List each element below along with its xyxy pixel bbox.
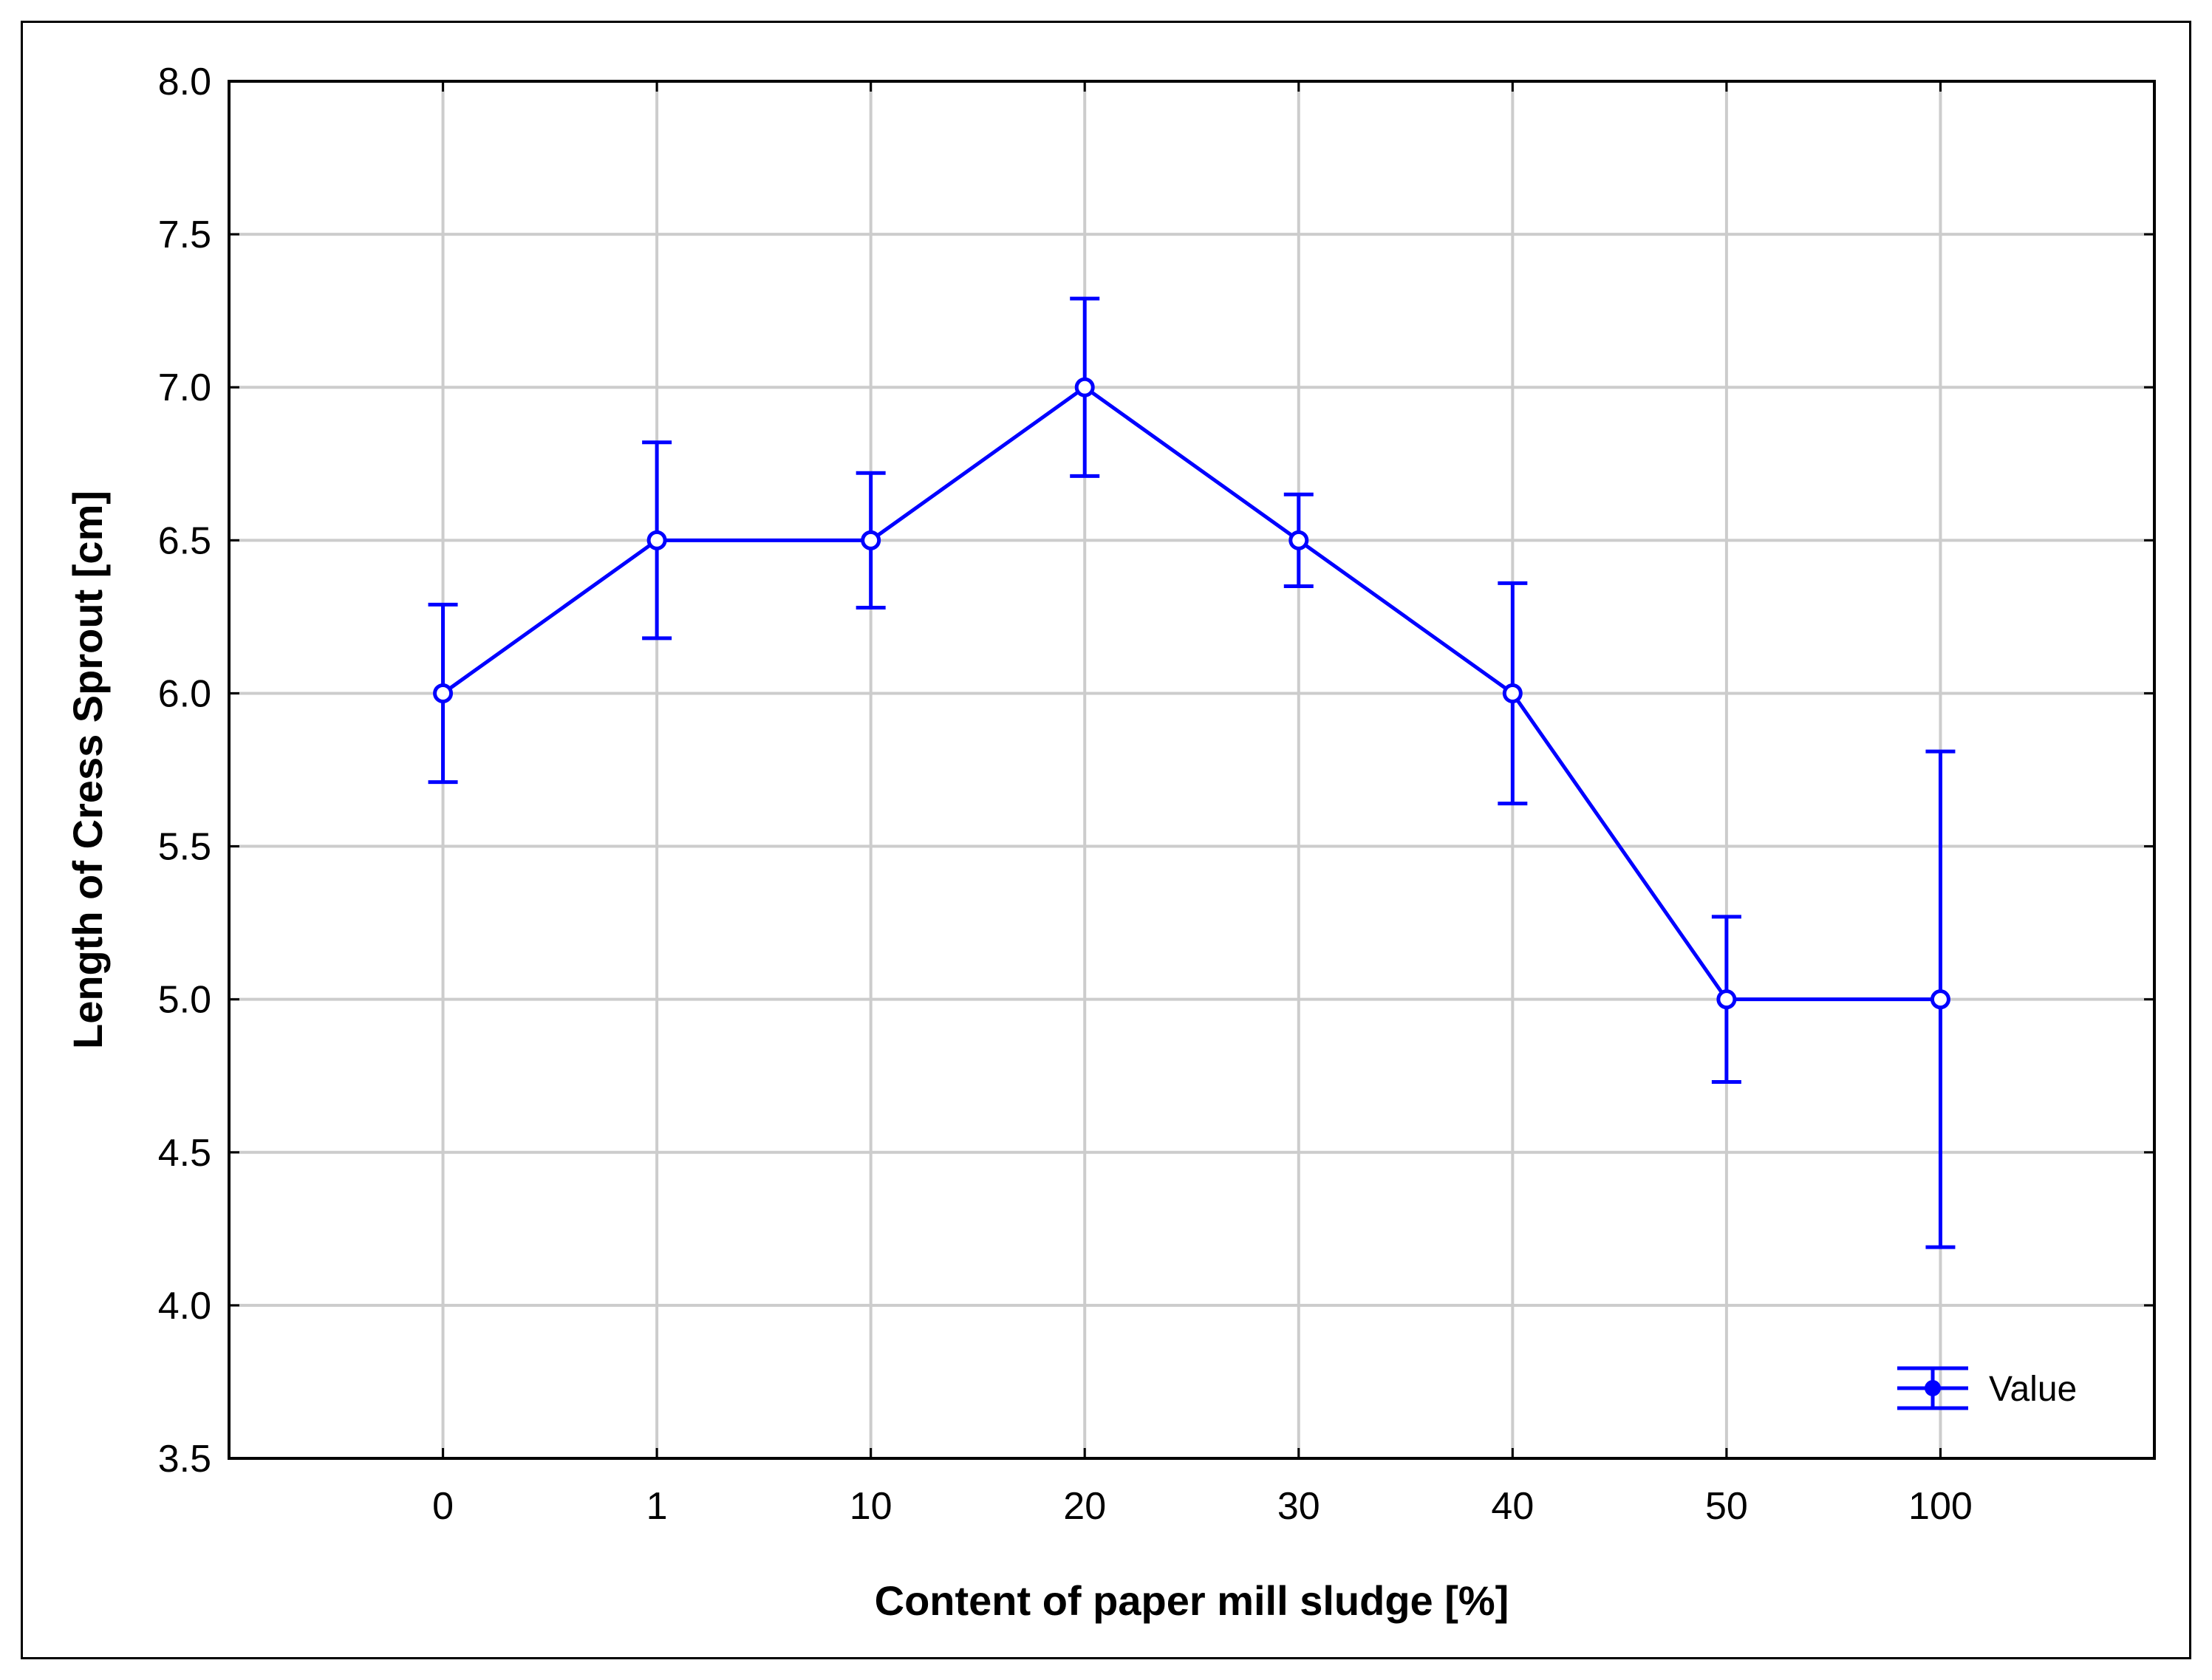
y-tick-label: 7.0 (158, 366, 211, 409)
series-layer (428, 296, 1956, 1249)
chart-frame (21, 21, 2191, 1659)
data-point (1716, 989, 1737, 1010)
x-tick-label: 1 (646, 1485, 668, 1528)
x-tick-label: 10 (850, 1485, 892, 1528)
y-tick-label: 5.5 (158, 826, 211, 869)
y-tick-label: 6.5 (158, 519, 211, 562)
legend-label-value: Value (1989, 1370, 2077, 1409)
y-tick-label: 3.5 (158, 1438, 211, 1481)
series-line (442, 385, 1941, 1002)
x-tick-label: 50 (1705, 1485, 1748, 1528)
data-point (433, 683, 454, 703)
legend-marker (1925, 1380, 1941, 1396)
y-tick-label: 7.5 (158, 214, 211, 256)
data-point (646, 530, 667, 550)
x-tick-label: 20 (1063, 1485, 1106, 1528)
x-tick-label: 0 (432, 1485, 454, 1528)
y-tick-label: 4.0 (158, 1285, 211, 1328)
x-tick-label: 30 (1277, 1485, 1320, 1528)
data-point (1502, 683, 1523, 703)
y-tick-label: 6.0 (158, 672, 211, 715)
legend: Value (1897, 1366, 2077, 1410)
y-tick-label: 4.5 (158, 1132, 211, 1175)
x-tick-label: 100 (1908, 1485, 1973, 1528)
y-tick-label: 8.0 (158, 61, 211, 103)
grid-layer (229, 81, 2154, 1458)
x-tick-label: 40 (1491, 1485, 1534, 1528)
plot-border (228, 80, 2156, 1460)
x-axis-title: Content of paper mill sludge [%] (875, 1577, 1509, 1624)
data-point (861, 530, 881, 550)
data-point (1074, 377, 1095, 397)
y-axis-title: Length of Cress Sprout [cm] (64, 491, 111, 1049)
ticks-layer: 3.5 4.0 4.5 5.0 5.5 6.0 6.5 7.0 7.5 8.0 0 1 10 20 30 40… (158, 61, 2154, 1528)
data-point (1930, 989, 1950, 1010)
data-point (1288, 530, 1309, 550)
y-tick-label: 5.0 (158, 979, 211, 1022)
